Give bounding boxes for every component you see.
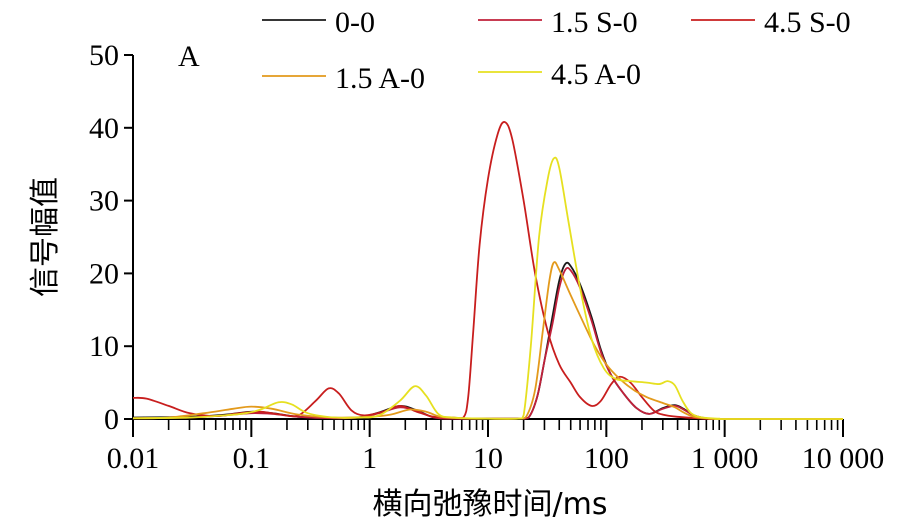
series-line — [132, 261, 843, 420]
x-tick-label: 10 — [473, 442, 503, 475]
y-tick-label: 20 — [89, 257, 119, 290]
axes: 0 10 20 30 40 50 0.01 0.1 1 10 100 1 000 10 000 — [89, 39, 884, 475]
series-lines — [132, 121, 843, 420]
panel-label: A — [178, 40, 200, 73]
x-tick-label: 0.1 — [233, 442, 271, 475]
x-tick-label: 1 — [362, 442, 377, 475]
legend-label: 1.5 S-0 — [551, 6, 638, 39]
legend: 0-0 1.5 S-0 4.5 S-0 1.5 A-0 4.5 A-0 — [262, 6, 851, 95]
y-axis-title: 信号幅值 — [28, 177, 63, 297]
series-line — [132, 261, 843, 420]
y-tick-label: 40 — [89, 112, 119, 145]
y-tick-label: 30 — [89, 185, 119, 218]
legend-label: 0-0 — [335, 6, 375, 39]
x-minor-ticks — [167, 419, 839, 430]
y-ticks: 0 10 20 30 40 50 — [89, 39, 133, 436]
y-tick-label: 10 — [89, 330, 119, 363]
x-tick-label: 100 — [584, 442, 629, 475]
y-tick-label: 50 — [89, 39, 119, 72]
legend-label: 1.5 A-0 — [335, 62, 425, 95]
x-axis-title: 横向弛豫时间/ms — [373, 487, 608, 522]
x-tick-label: 0.01 — [107, 442, 160, 475]
y-tick-label: 0 — [104, 403, 119, 436]
legend-label: 4.5 S-0 — [764, 6, 851, 39]
series-line — [132, 266, 843, 420]
x-tick-label: 10 000 — [802, 442, 885, 475]
series-line — [132, 156, 843, 420]
x-ticks: 0.01 0.1 1 10 100 1 000 10 000 — [107, 419, 885, 475]
x-tick-label: 1 000 — [691, 442, 759, 475]
series-line — [132, 121, 843, 420]
legend-label: 4.5 A-0 — [551, 58, 641, 91]
